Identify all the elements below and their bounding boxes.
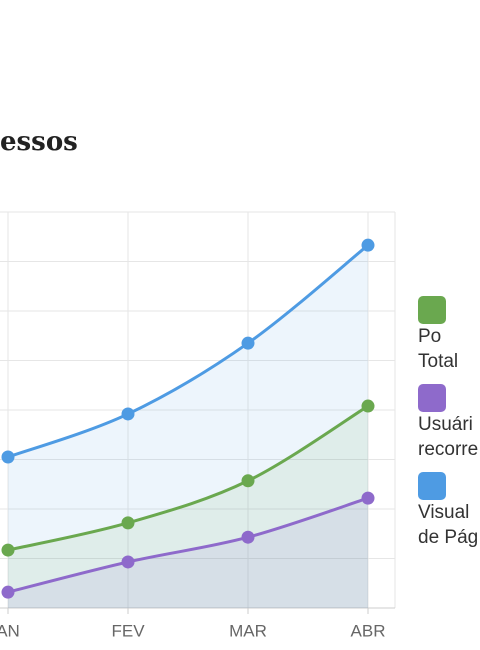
x-tick-label: AN — [0, 621, 20, 640]
point — [241, 336, 255, 350]
legend: Po Total Usuári recorre Visual de Pág — [418, 296, 480, 560]
legend-swatch — [418, 472, 446, 500]
x-tick-label: ABR — [351, 621, 386, 640]
point — [1, 543, 15, 557]
area — [8, 406, 368, 608]
point — [121, 516, 135, 530]
legend-item[interactable]: Usuári recorre — [418, 384, 480, 462]
point — [241, 530, 255, 544]
x-tick-label: FEV — [111, 621, 145, 640]
area — [8, 498, 368, 608]
legend-item[interactable]: Visual de Pág — [418, 472, 480, 550]
chart-title: essos — [0, 127, 78, 157]
line — [7, 404, 369, 552]
point — [361, 491, 375, 505]
point — [241, 474, 255, 488]
point — [121, 407, 135, 421]
line — [7, 496, 369, 594]
legend-label: Visual de Pág — [418, 502, 479, 548]
line — [7, 244, 369, 459]
point — [1, 450, 15, 464]
area — [8, 245, 368, 609]
point — [121, 555, 135, 569]
point — [361, 238, 375, 252]
x-tick-label: MAR — [229, 621, 267, 640]
legend-swatch — [418, 384, 446, 412]
legend-label: Usuári recorre — [418, 414, 479, 460]
point — [1, 585, 15, 599]
legend-swatch — [418, 296, 446, 324]
legend-item[interactable]: Po Total — [418, 296, 480, 374]
legend-label: Po Total — [418, 326, 459, 372]
point — [361, 399, 375, 413]
